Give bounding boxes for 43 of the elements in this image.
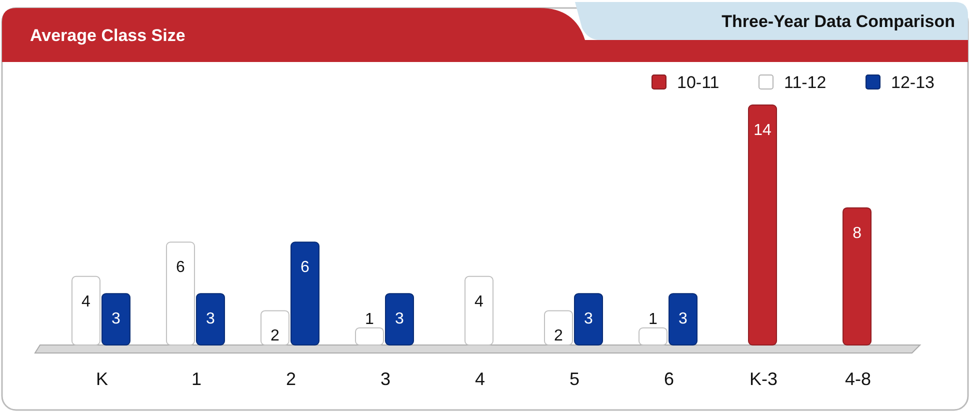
- x-tick-label: 1: [191, 369, 202, 389]
- bar: [544, 310, 574, 346]
- x-tick-label: 3: [380, 369, 390, 389]
- legend-label: 10-11: [677, 73, 720, 92]
- x-tick-label: 4-8: [845, 369, 872, 389]
- data-label: 3: [678, 310, 688, 328]
- bar: [574, 293, 604, 346]
- bar: [290, 242, 320, 346]
- bar: [196, 293, 225, 346]
- x-tick-label: K: [96, 369, 108, 389]
- data-label: 3: [395, 310, 404, 328]
- bar: [71, 276, 100, 346]
- x-tick-label: 5: [570, 369, 580, 389]
- x-tick-label: 6: [664, 369, 674, 389]
- bar: [668, 293, 698, 346]
- legend-label: 11-12: [784, 73, 826, 92]
- chart-title: Average Class Size: [30, 26, 186, 45]
- data-label: 3: [112, 310, 121, 328]
- bar: [354, 327, 384, 346]
- data-label: 3: [206, 310, 216, 328]
- data-label: 2: [554, 328, 564, 345]
- data-label: 8: [852, 224, 862, 242]
- data-label: 4: [474, 293, 484, 310]
- bar: [166, 242, 195, 346]
- x-tick-label: K-3: [750, 369, 778, 389]
- data-label: 6: [176, 259, 186, 276]
- bar: [384, 293, 414, 346]
- bar: [638, 327, 668, 346]
- data-label: 4: [82, 293, 91, 310]
- data-label: 1: [365, 310, 374, 328]
- bar: [748, 104, 778, 346]
- bar: [842, 207, 872, 346]
- data-label: 6: [300, 259, 310, 276]
- chart-subtitle: Three-Year Data Comparison: [722, 12, 955, 31]
- data-label: 14: [754, 122, 772, 139]
- legend-label: 12-13: [891, 73, 934, 92]
- bar: [260, 310, 290, 346]
- x-tick-label: 4: [474, 369, 486, 389]
- data-label: 1: [648, 310, 658, 328]
- data-label: 2: [270, 328, 280, 345]
- x-tick-label: 2: [286, 369, 296, 389]
- bar: [101, 293, 130, 346]
- data-label: 3: [584, 310, 594, 328]
